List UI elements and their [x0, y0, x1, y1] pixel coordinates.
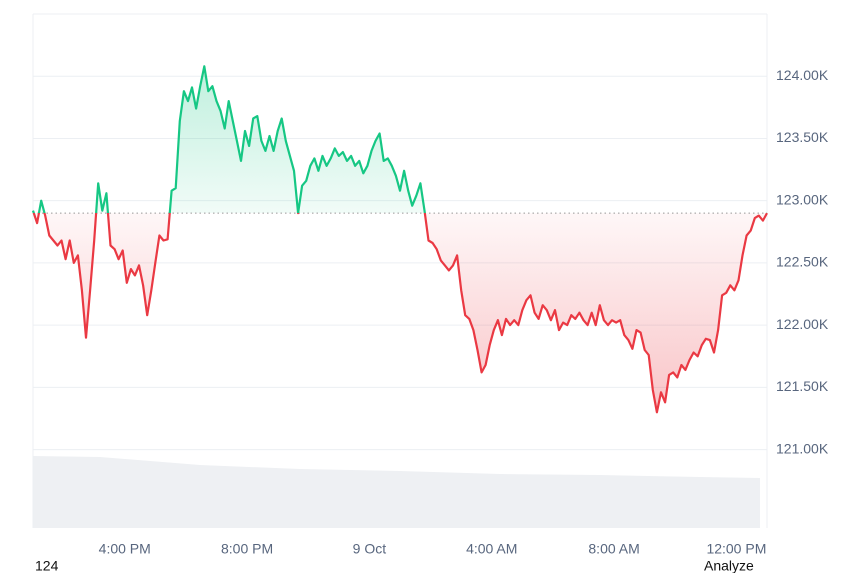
y-tick-label: 123.00K — [776, 191, 829, 207]
x-tick-label: 9 Oct — [353, 541, 387, 557]
y-tick-label: 121.00K — [776, 440, 829, 456]
x-tick-label: 4:00 AM — [466, 541, 517, 557]
y-tick-label: 122.50K — [776, 254, 829, 270]
y-tick-label: 122.00K — [776, 316, 829, 332]
price-line — [31, 65, 768, 414]
volume-area — [33, 456, 760, 528]
y-tick-label: 123.50K — [776, 129, 829, 145]
x-tick-label: 8:00 PM — [221, 541, 273, 557]
area-fill — [33, 66, 767, 413]
footer-right: Analyze — [704, 558, 754, 573]
footer-left: 124 — [35, 558, 59, 573]
x-tick-label: 12:00 PM — [706, 541, 766, 557]
y-tick-label: 124.00K — [776, 67, 829, 83]
x-tick-label: 8:00 AM — [588, 541, 639, 557]
y-tick-label: 121.50K — [776, 378, 829, 394]
x-tick-label: 4:00 PM — [99, 541, 151, 557]
